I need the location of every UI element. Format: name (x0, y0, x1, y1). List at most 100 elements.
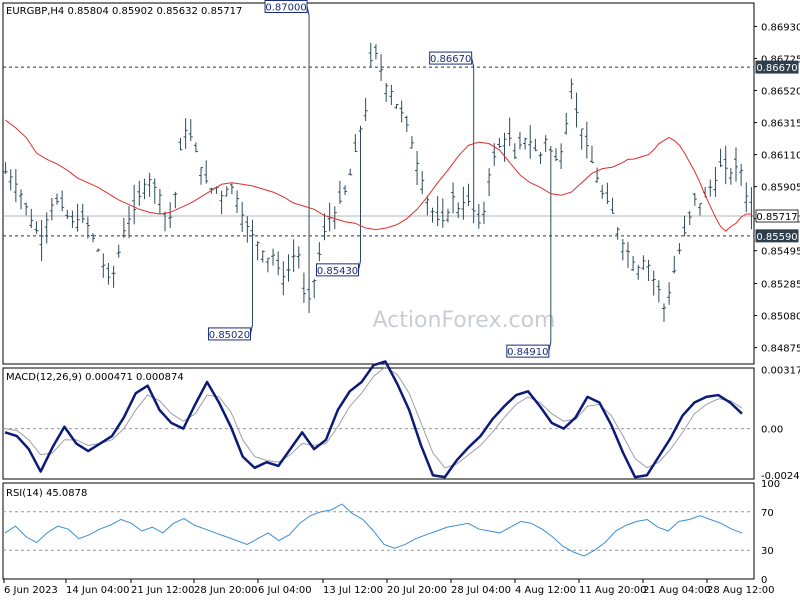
x-tick-label: 21 Aug 04:00 (643, 585, 710, 596)
ohlc-bar (373, 44, 378, 60)
ohlc-bar (157, 188, 162, 215)
ohlc-bar (260, 250, 265, 263)
ohlc-bar (116, 244, 121, 258)
ohlc-bar (636, 264, 641, 280)
ohlc-bar (55, 193, 60, 205)
ohlc-bar (24, 202, 29, 216)
ohlc-bar (625, 241, 630, 268)
ohlc-bar (466, 183, 471, 207)
ohlc-bar (132, 184, 137, 225)
ohlc-bar (445, 208, 450, 223)
ohlc-bar (106, 263, 111, 285)
ohlc-bar (600, 184, 605, 199)
ohlc-bar (3, 162, 8, 174)
ohlc-bar (487, 168, 492, 197)
ohlc-bar (435, 196, 440, 227)
ohlc-bar (620, 239, 625, 261)
ohlc-bar (553, 148, 558, 162)
rsi-tick-label: 100 (761, 479, 780, 490)
ohlc-bar (85, 216, 90, 239)
ohlc-bar (250, 219, 255, 325)
ohlc-bar (379, 54, 384, 81)
ohlc-bar (281, 261, 286, 296)
ohlc-bar (188, 119, 193, 141)
ohlc-bar (358, 125, 363, 261)
ohlc-bar (301, 272, 306, 304)
rsi-tick-label: 30 (761, 546, 774, 557)
ohlc-bar (569, 78, 574, 100)
ohlc-bar (121, 217, 126, 238)
price-callout-text: 0.87000 (265, 3, 306, 14)
ohlc-bar (240, 201, 245, 232)
ohlc-bar (502, 132, 507, 162)
ohlc-bar (348, 168, 353, 176)
ohlc-bar (44, 212, 49, 244)
ohlc-bar (481, 201, 486, 225)
y-tick-label: 0.85495 (761, 247, 800, 258)
y-tick-label: 0.86520 (761, 87, 800, 98)
x-tick-label: 4 Aug 12:00 (515, 585, 576, 596)
rsi-tick-label: 0 (761, 575, 767, 586)
y-tick-label: 0.85905 (761, 183, 800, 194)
ohlc-bar (80, 203, 85, 224)
ohlc-bar (286, 254, 291, 282)
ohlc-bar (337, 180, 342, 204)
ohlc-bar (528, 125, 533, 159)
ohlc-bar (332, 206, 337, 230)
ohlc-bar (677, 243, 682, 255)
ohlc-bar (235, 190, 240, 214)
ohlc-bar (65, 209, 70, 219)
ohlc-bar (291, 239, 296, 273)
ohlc-bar (538, 152, 543, 164)
x-tick-label: 11 Aug 20:00 (579, 585, 646, 596)
ohlc-bar (543, 135, 548, 152)
ohlc-bar (687, 211, 692, 225)
price-callout-text: 0.85020 (209, 330, 250, 341)
ohlc-bar (739, 164, 744, 186)
ohlc-bar (718, 148, 723, 168)
ohlc-bar (245, 216, 250, 243)
macd-tick-label: -0.002482 (761, 471, 800, 482)
ohlc-bar (605, 182, 610, 204)
ohlc-bar (656, 280, 661, 303)
ohlc-bar (168, 202, 173, 229)
ohlc-bar (512, 143, 517, 160)
ohlc-bar (353, 134, 358, 153)
ohlc-bar (672, 256, 677, 274)
ohlc-bar (420, 171, 425, 195)
ohlc-bar (507, 117, 512, 146)
y-tick-label: 0.86110 (761, 151, 800, 162)
ohlc-bar (456, 202, 461, 219)
ohlc-bar (178, 137, 183, 151)
ohlc-bar (255, 241, 260, 261)
level-badge (755, 209, 799, 223)
price-callout-box (264, 0, 308, 14)
ohlc-bar (425, 195, 430, 216)
macd-signal-line (4, 366, 743, 469)
level-badge-text: 0.85717 (756, 212, 797, 223)
ohlc-bar (19, 189, 24, 210)
ohlc-bar (29, 208, 34, 229)
ohlc-bar (265, 257, 270, 273)
ohlc-bar (517, 131, 522, 150)
ohlc-bar (697, 203, 702, 216)
ohlc-bar (404, 115, 409, 132)
ohlc-bar (579, 128, 584, 150)
ohlc-bar (708, 179, 713, 197)
macd-tick-label: 0.00 (761, 425, 783, 436)
ohlc-bar (728, 167, 733, 185)
ohlc-bar (322, 213, 327, 241)
ohlc-bar (548, 145, 553, 343)
ohlc-bar (34, 221, 39, 234)
level-badge (755, 229, 799, 243)
ohlc-bar (312, 279, 317, 299)
y-tick-label: 0.85080 (761, 312, 800, 323)
ohlc-bar (497, 137, 502, 149)
ohlc-bar (368, 42, 373, 68)
rsi-title: RSI(14) 45.0878 (6, 488, 87, 499)
ohlc-bar (96, 248, 101, 252)
ohlc-bar (615, 227, 620, 240)
x-tick-label: 13 Jul 12:00 (323, 585, 383, 596)
level-badge-text: 0.85590 (756, 232, 797, 243)
